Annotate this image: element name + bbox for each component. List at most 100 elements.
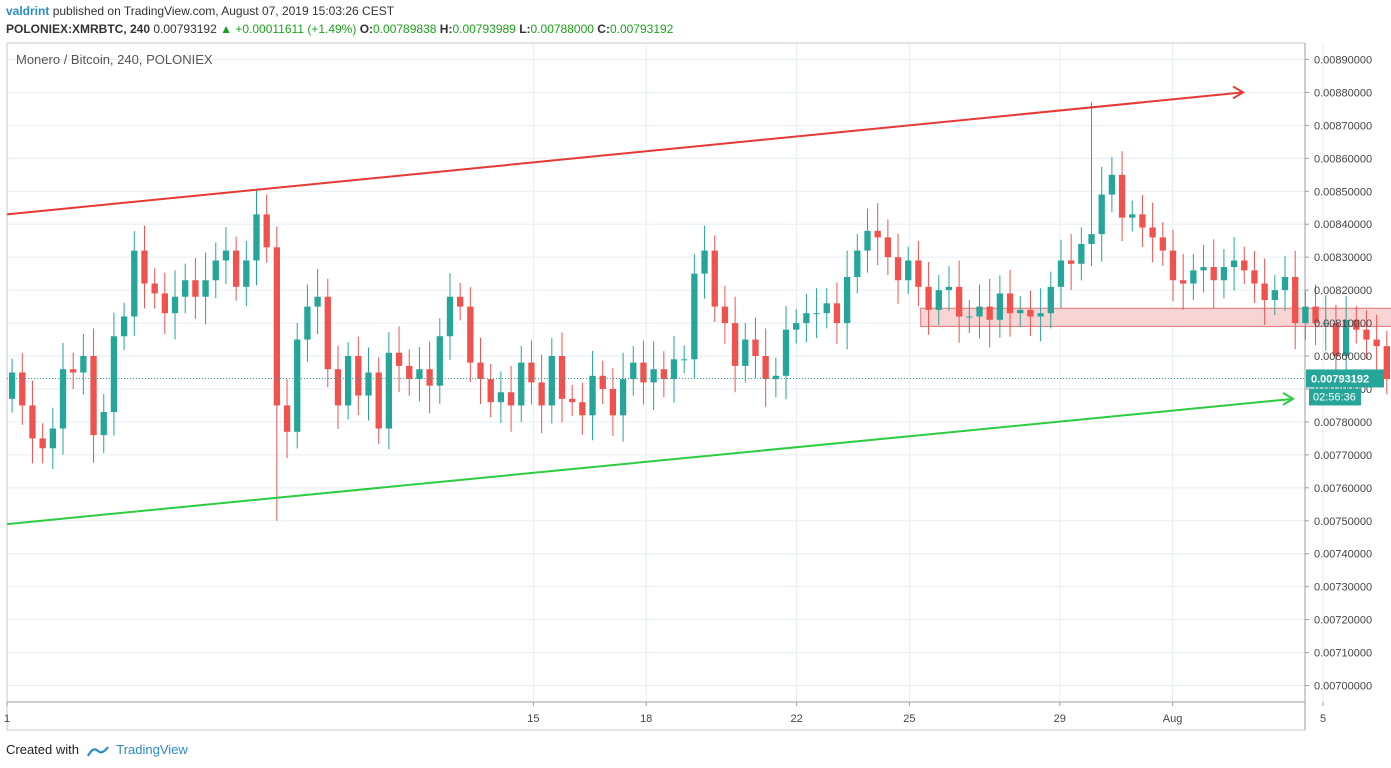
candle-down [507, 392, 515, 406]
candle-up [854, 250, 861, 277]
up-arrow-icon: ▲ [220, 22, 233, 36]
candle-up [996, 293, 1004, 320]
candle-up [344, 356, 352, 406]
resistance-zone [920, 307, 1391, 327]
candle-down [1139, 214, 1146, 228]
current-price-label: 0.00793192 [1311, 373, 1369, 385]
candle-down [70, 369, 77, 373]
candle-down [884, 237, 892, 258]
candle-down [19, 372, 26, 406]
candle-up [1057, 260, 1065, 287]
candle-down [467, 306, 474, 363]
publish-info: valdrint published on TradingView.com, A… [6, 4, 394, 18]
candle-up [1037, 313, 1044, 317]
candle-down [1373, 339, 1380, 347]
candle-down [29, 405, 36, 439]
y-tick-label: 0.00800000 [1314, 351, 1372, 363]
candle-up [1047, 286, 1054, 314]
candle-down [395, 352, 403, 366]
candle-down [1251, 270, 1258, 284]
zone-rect [920, 307, 1391, 327]
candle-down [1363, 329, 1370, 340]
x-tick-label: 25 [903, 713, 915, 725]
candle-up [935, 290, 942, 310]
candle-down [1180, 280, 1187, 284]
candle-up [243, 260, 250, 287]
candle-up [1302, 306, 1309, 324]
candle-up [131, 250, 138, 317]
symbol-ohlc-line: POLONIEX:XMRBTC, 240 0.00793192 ▲ +0.000… [6, 22, 673, 36]
symbol-info: POLONIEX:XMRBTC, 240 [6, 22, 151, 36]
candle-down [925, 286, 932, 310]
open-value: 0.00789838 [373, 22, 437, 36]
candle-down [955, 286, 963, 317]
y-tick-label: 0.00730000 [1314, 582, 1372, 594]
candle-up [823, 303, 830, 314]
candle-up [619, 379, 627, 416]
candle-up [976, 306, 983, 317]
candle-down [1312, 306, 1319, 324]
candle-down [528, 362, 535, 383]
candle-up [1230, 260, 1238, 268]
candle-down [151, 283, 158, 294]
candle-down [1210, 267, 1217, 281]
current-price-tag [1306, 369, 1384, 388]
chart-grid [6, 43, 1324, 702]
candle-down [609, 388, 617, 416]
candle-up [1281, 276, 1289, 291]
candle-up [202, 280, 209, 297]
candle-up [446, 296, 454, 337]
candle-up [650, 369, 657, 383]
support-trendline [6, 397, 1294, 526]
price-tags: 0.00793192 02:56:36 [7, 369, 1384, 406]
candle-up [385, 352, 393, 429]
low-value: 0.00788000 [530, 22, 594, 36]
candle-down [334, 369, 342, 406]
tradingview-brand[interactable]: TradingView [116, 742, 188, 757]
x-tick-label: 22 [790, 713, 802, 725]
y-tick-label: 0.00880000 [1314, 87, 1372, 99]
candle-up [314, 296, 321, 307]
candle-up [1322, 323, 1329, 325]
candle-down [915, 260, 922, 287]
candle-down [457, 296, 464, 307]
candle-down [1353, 319, 1360, 330]
y-tick-label: 0.00760000 [1314, 483, 1372, 495]
low-label: L: [519, 22, 531, 36]
resistance-arrowhead-icon [1232, 85, 1245, 100]
candle-down [558, 356, 566, 399]
candle-down [1027, 309, 1034, 317]
candle-up [100, 412, 107, 436]
candle-up [59, 369, 67, 429]
candle-down [762, 356, 769, 380]
candle-up [589, 375, 596, 416]
candle-down [232, 250, 240, 287]
y-tick-label: 0.00710000 [1314, 648, 1372, 660]
candle-down [874, 230, 881, 238]
price-axis: 0.00890000 0.00880000 0.00870000 0.00860000… [1305, 54, 1372, 693]
candle-down [375, 372, 382, 429]
candle-up [864, 230, 871, 251]
high-label: H: [439, 22, 453, 36]
candle-up [691, 273, 698, 360]
candle-down [894, 257, 902, 281]
candle-up [905, 260, 912, 281]
footer: Created with TradingView [6, 742, 188, 758]
candle-down [355, 356, 362, 396]
author-name[interactable]: valdrint [6, 4, 50, 18]
candle-down [1149, 227, 1156, 238]
candle-up [1129, 214, 1136, 218]
candle-up [701, 250, 708, 274]
candle-up [436, 336, 443, 386]
chart-frame [6, 42, 1306, 731]
candle-down [599, 375, 606, 389]
close-value: 0.00793192 [609, 22, 674, 36]
candle-down [579, 402, 586, 416]
candle-up [1078, 243, 1085, 264]
candle-up [803, 313, 810, 324]
candle-up [304, 306, 311, 340]
y-tick-label: 0.00850000 [1314, 186, 1372, 198]
candle-down [406, 365, 413, 380]
candle-down [1292, 276, 1299, 324]
